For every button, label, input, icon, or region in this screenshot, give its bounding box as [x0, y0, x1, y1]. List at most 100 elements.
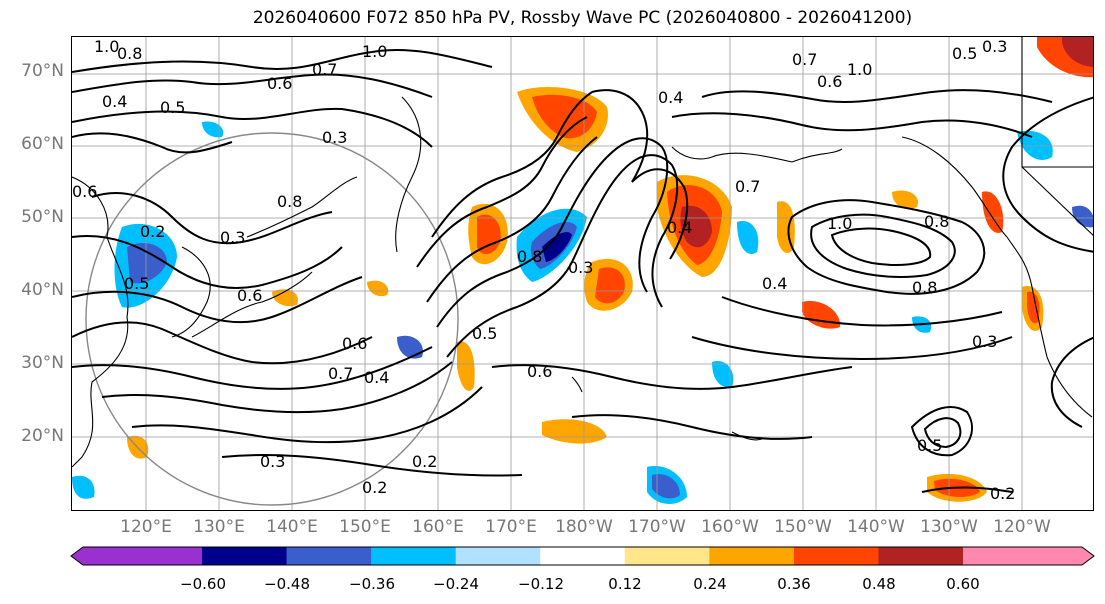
contour-label: 1.0 [94, 37, 119, 56]
colorbar-tick-label: 0.24 [693, 575, 727, 593]
contour-label: 0.8 [117, 44, 142, 63]
colorbar-tick-label: 0.48 [862, 575, 896, 593]
contour-label: 0.4 [658, 88, 683, 107]
contour-label: 0.5 [124, 274, 149, 293]
anomaly-positive-region [892, 190, 918, 209]
contour-label: 1.0 [362, 42, 387, 61]
colorbar-segment [202, 547, 288, 565]
lon-label: 150°W [774, 517, 832, 537]
lon-label: 140°E [266, 517, 318, 537]
colorbar-tick-label: 0.60 [946, 575, 980, 593]
anomaly-positive-region [542, 419, 607, 444]
contour-label: 0.8 [912, 278, 937, 297]
pv-contours [72, 48, 1093, 493]
anomaly-positive-region [982, 191, 1004, 233]
colorbar-tick-label: 0.12 [608, 575, 642, 593]
colorbar-segment [540, 547, 626, 565]
lon-label: 160°E [412, 517, 464, 537]
contour-label: 0.7 [792, 50, 817, 69]
lat-label: 60°N [21, 134, 64, 154]
anomaly-negative-core [127, 242, 167, 284]
contour-label: 0.2 [990, 484, 1015, 503]
lat-label: 70°N [21, 61, 64, 81]
contour-labels: 1.0 0.8 0.7 0.6 0.5 0.3 0.4 0.6 0.8 1.0 … [72, 37, 1015, 503]
colorbar-tick-label: −0.60 [180, 575, 226, 593]
anomaly-negative-region [712, 361, 734, 388]
colorbar-segment [963, 547, 1094, 565]
colorbar-tick-label: −0.48 [264, 575, 310, 593]
anomaly-positive-core [477, 214, 501, 255]
lon-label: 120°W [993, 517, 1051, 537]
colorbar-segment [878, 547, 964, 565]
lat-label: 20°N [21, 426, 64, 446]
contour-label: 0.2 [362, 478, 387, 497]
anomaly-positive-region [367, 280, 389, 297]
map-panel: 1.0 0.8 0.7 0.6 0.5 0.3 0.4 0.6 0.8 1.0 … [71, 36, 1094, 511]
colorbar-segment [793, 547, 879, 565]
lon-label: 130°W [920, 517, 978, 537]
colorbar-segment [286, 547, 372, 565]
colorbar-tick-label: −0.12 [518, 575, 564, 593]
lat-lon-grid [72, 37, 1093, 510]
colorbar-tick-label: −0.36 [349, 575, 395, 593]
contour-label: 0.6 [267, 74, 292, 93]
contour-label: 0.3 [322, 128, 347, 147]
colorbar [70, 546, 1095, 566]
coastlines [72, 37, 1093, 468]
contour-label: 1.0 [847, 60, 872, 79]
colorbar-segment [709, 547, 795, 565]
contour-label: 0.3 [260, 452, 285, 471]
map-canvas: 1.0 0.8 0.7 0.6 0.5 0.3 0.4 0.6 0.8 1.0 … [72, 37, 1093, 510]
contour-label: 0.7 [735, 177, 760, 196]
anomaly-positive-core [680, 205, 712, 248]
contour-label: 0.8 [924, 212, 949, 231]
contour-label: 0.8 [517, 247, 542, 266]
contour-label: 0.6 [527, 362, 552, 381]
lon-label: 140°W [847, 517, 905, 537]
contour-label: 0.4 [102, 92, 127, 111]
contour-label: 0.2 [140, 222, 165, 241]
anomaly-positive-region [457, 341, 475, 391]
anomaly-positive-region [272, 289, 298, 307]
contour-label: 0.5 [160, 98, 185, 117]
contour-label: 0.4 [762, 274, 787, 293]
colorbar-segment [455, 547, 541, 565]
lat-label: 30°N [21, 353, 64, 373]
lon-label: 180°W [555, 517, 613, 537]
anomaly-negative-region [1072, 205, 1093, 228]
map-title: 2026040600 F072 850 hPa PV, Rossby Wave … [252, 8, 913, 28]
lon-label: 160°W [701, 517, 759, 537]
contour-label: 0.7 [312, 60, 337, 79]
colorbar-tick-label: −0.24 [433, 575, 479, 593]
contour-label: 0.6 [72, 182, 97, 201]
contour-label: 0.2 [412, 452, 437, 471]
lat-label: 50°N [21, 207, 64, 227]
contour-label: 0.3 [220, 228, 245, 247]
contour-label: 0.5 [472, 324, 497, 343]
contour-label: 0.8 [277, 192, 302, 211]
anomaly-negative-region [397, 335, 423, 359]
colorbar-segment [624, 547, 710, 565]
contour-label: 0.4 [364, 368, 389, 387]
contour-label: 0.3 [982, 37, 1007, 56]
contour-label: 0.3 [972, 332, 997, 351]
lon-label: 170°E [485, 517, 537, 537]
anomaly-negative-region [737, 221, 759, 254]
anomaly-negative-region [202, 121, 224, 138]
lon-label: 150°E [339, 517, 391, 537]
anomaly-negative-region [1017, 130, 1053, 160]
contour-label: 0.6 [817, 72, 842, 91]
colorbar-tick-label: 0.36 [777, 575, 811, 593]
contour-label: 0.5 [952, 44, 977, 63]
lat-label: 40°N [21, 280, 64, 300]
contour-label: 0.4 [667, 218, 692, 237]
anomaly-positive-region [802, 301, 841, 329]
anomaly-positive-core [595, 267, 625, 304]
contour-label: 0.5 [917, 436, 942, 455]
colorbar-segment [371, 547, 457, 565]
contour-label: 0.7 [328, 364, 353, 383]
anomaly-negative-core [652, 474, 680, 499]
colorbar-segment [71, 547, 202, 565]
contour-label: 0.6 [342, 334, 367, 353]
anomaly-positive-core [1027, 291, 1040, 324]
